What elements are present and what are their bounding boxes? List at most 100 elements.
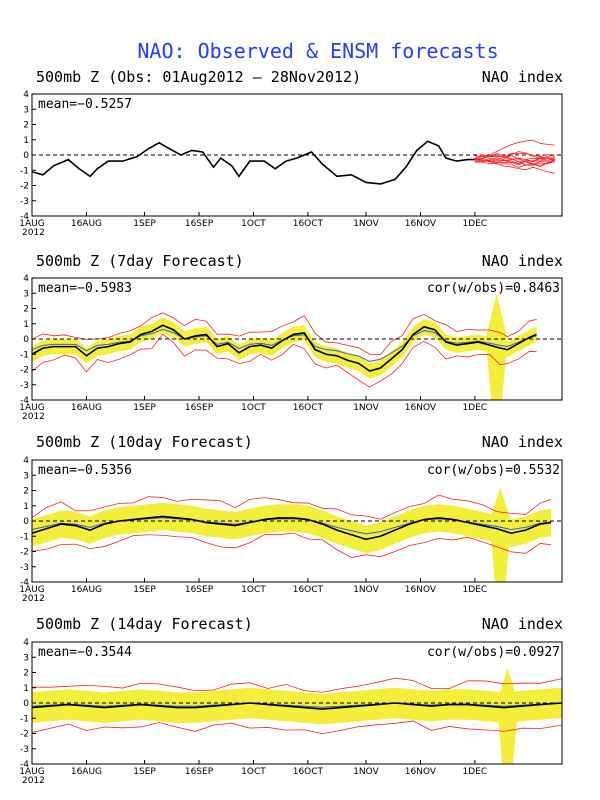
ensemble-envelope-line-2: [31, 333, 537, 388]
spread-band: [32, 317, 537, 379]
y-tick-label: -3: [20, 745, 29, 755]
chart-panel-3: 500mb Z (10day Forecast) NAO index 4 3 2 1 0 -1…: [19, 433, 563, 604]
x-tick-label: 1DEC: [463, 403, 488, 413]
x-tick-label: 1NOV: [353, 403, 379, 413]
spread-spike: [489, 487, 512, 582]
x-tick-label: 1SEP: [133, 585, 156, 595]
y-tick-label: -4: [20, 396, 29, 406]
y-tick-label: -4: [20, 212, 29, 222]
x-tick-label: 1OCT: [241, 767, 266, 777]
y-tick-label: 3: [23, 105, 29, 115]
y-tick-label: 4: [23, 638, 29, 648]
y-tick-label: -1: [20, 532, 29, 542]
x-tick-label: 16NOV: [405, 585, 437, 595]
mean-label: mean=−0.5983: [38, 281, 132, 296]
x-tick-label: 16NOV: [405, 219, 437, 229]
x-tick-label: 1OCT: [241, 403, 266, 413]
y-tick-label: -1: [20, 350, 29, 360]
y-tick-label: 2: [23, 487, 29, 497]
x-tick-label: 1DEC: [463, 767, 488, 777]
panel-right-label: NAO index: [482, 615, 563, 633]
y-tick-label: 0: [23, 699, 29, 709]
year-label: 2012: [22, 594, 45, 604]
y-tick-label: 1: [23, 320, 29, 330]
y-tick-label: -1: [20, 714, 29, 724]
y-tick-label: -4: [20, 578, 29, 588]
y-tick-label: 3: [23, 289, 29, 299]
y-tick-label: 4: [23, 90, 29, 100]
ensemble-member-line: [474, 157, 555, 168]
x-tick-label: 1NOV: [353, 767, 379, 777]
panels-container: 500mb Z (Obs: 01Aug2012 – 28Nov2012) NAO …: [19, 68, 563, 786]
x-tick-label: 16OCT: [293, 767, 324, 777]
correlation-label: cor(w/obs)=0.0927: [427, 645, 560, 660]
ensemble-envelope-line-1: [31, 312, 537, 356]
panel-right-label: NAO index: [482, 252, 563, 270]
panel-title: 500mb Z (Obs: 01Aug2012 – 28Nov2012): [36, 68, 361, 86]
ensemble-member-line: [474, 154, 555, 163]
y-tick-label: -2: [20, 182, 29, 192]
x-tick-label: 1AUG: [19, 767, 44, 777]
x-tick-label: 1DEC: [463, 585, 488, 595]
ensemble-member-line: [474, 158, 555, 174]
panel-right-label: NAO index: [482, 433, 563, 451]
x-tick-label: 16AUG: [71, 219, 102, 229]
x-tick-label: 16SEP: [185, 767, 214, 777]
x-tick-label: 16OCT: [293, 219, 324, 229]
x-tick-label: 1SEP: [133, 767, 156, 777]
year-label: 2012: [22, 776, 45, 786]
x-tick-label: 1AUG: [19, 585, 44, 595]
x-tick-label: 16SEP: [185, 219, 214, 229]
correlation-label: cor(w/obs)=0.5532: [427, 463, 560, 478]
chart-panel-4: 500mb Z (14day Forecast) NAO index 4 3 2 1 0 -1…: [19, 615, 563, 786]
ensemble-envelope-line-2: [31, 720, 563, 735]
x-tick-label: 16NOV: [405, 403, 437, 413]
figure-title: NAO: Observed & ENSM forecasts: [137, 39, 498, 63]
y-tick-label: 0: [23, 517, 29, 527]
ensemble-envelope-line-1: [31, 494, 552, 520]
y-tick-label: -2: [20, 366, 29, 376]
y-tick-label: -1: [20, 166, 29, 176]
x-tick-label: 16NOV: [405, 767, 437, 777]
y-tick-label: -3: [20, 563, 29, 573]
x-tick-label: 1AUG: [19, 403, 44, 413]
ensemble-envelope-line-2: [31, 532, 552, 558]
year-label: 2012: [22, 412, 45, 422]
panel-title: 500mb Z (10day Forecast): [36, 433, 253, 451]
y-tick-label: 4: [23, 456, 29, 466]
y-tick-label: -3: [20, 381, 29, 391]
y-tick-label: 3: [23, 471, 29, 481]
mean-label: mean=−0.5257: [38, 97, 132, 112]
y-tick-label: 2: [23, 669, 29, 679]
correlation-label: cor(w/obs)=0.8463: [427, 281, 560, 296]
y-tick-label: 0: [23, 335, 29, 345]
x-tick-label: 16OCT: [293, 403, 324, 413]
y-tick-label: 2: [23, 121, 29, 131]
x-tick-label: 1OCT: [241, 219, 266, 229]
y-tick-label: 1: [23, 136, 29, 146]
x-tick-label: 16SEP: [185, 403, 214, 413]
y-tick-label: 1: [23, 502, 29, 512]
y-tick-label: 3: [23, 653, 29, 663]
spread-band: [32, 502, 552, 554]
y-tick-label: -4: [20, 760, 29, 770]
y-tick-label: -3: [20, 197, 29, 207]
x-tick-label: 16AUG: [71, 585, 102, 595]
panel-right-label: NAO index: [482, 68, 563, 86]
observed-line: [31, 702, 563, 710]
x-tick-label: 1NOV: [353, 219, 379, 229]
y-tick-label: 2: [23, 305, 29, 315]
panel-title: 500mb Z (14day Forecast): [36, 615, 253, 633]
y-tick-label: 1: [23, 684, 29, 694]
chart-panel-2: 500mb Z (7day Forecast) NAO index 4 3 2 1 0 -1 -…: [19, 252, 563, 422]
y-tick-label: 4: [23, 274, 29, 284]
mean-label: mean=−0.3544: [38, 645, 132, 660]
mean-label: mean=−0.5356: [38, 463, 132, 478]
ensemble-member-line: [474, 153, 555, 166]
x-tick-label: 1DEC: [463, 219, 488, 229]
y-tick-label: 0: [23, 151, 29, 161]
x-tick-label: 16AUG: [71, 403, 102, 413]
year-label: 2012: [22, 228, 45, 238]
x-tick-label: 1SEP: [133, 403, 156, 413]
